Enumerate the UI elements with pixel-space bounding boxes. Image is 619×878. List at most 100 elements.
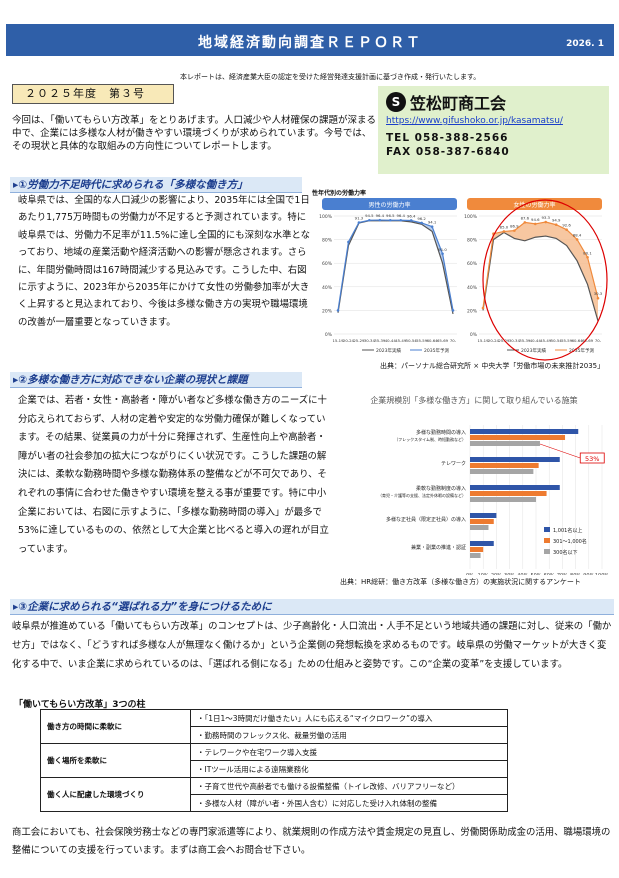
section2-heading: ▸②多様な働き方に対応できない企業の現状と課題 — [10, 372, 302, 388]
bar-rect — [470, 519, 494, 524]
labor-legend-2023: 2023年実績 — [376, 347, 401, 354]
association-url-link[interactable]: https://www.gifushoko.or.jp/kasamatsu/ — [386, 116, 563, 126]
labor-y-tick: 80% — [467, 238, 478, 244]
labor-point — [430, 225, 434, 228]
labor-point — [502, 230, 506, 233]
section1-heading: ▸①労働力不足時代に求められる「多様な働き方」 — [10, 177, 302, 193]
measures-chart: 企業規模別「多様な働き方」に関して取り組んでいる施策 0% 10%20%30%40… — [332, 395, 616, 575]
bar-legend-label: 301～1,000名 — [553, 538, 587, 545]
labor-x-tick: 15-19 — [477, 338, 489, 343]
labor-data-label: 92.6 — [562, 223, 571, 228]
bar-rect — [470, 469, 534, 474]
labor-legend-2035: 2035年予測 — [569, 347, 594, 354]
bar-category-label: （育児・介護等の支援、法定外休暇の設備など） — [378, 492, 466, 498]
bar-x-tick: 40% — [517, 573, 528, 575]
labor-x-tick: 50-54 — [406, 338, 418, 343]
bar-rect — [470, 497, 536, 502]
bar-rect — [470, 429, 579, 434]
labor-x-tick: 40-44 — [385, 338, 397, 343]
table-row: 働き方の時間に柔軟に ・「1日1～3時間だけ働きたい」人にも応える“マイクロワーク… — [40, 709, 508, 744]
section2-body: 企業では、若者・女性・高齢者・障がい者など多様な働き方のニーズに十分応えられてお… — [18, 395, 329, 555]
bar-legend-swatch — [544, 549, 550, 554]
bar-rect — [470, 485, 560, 490]
bar-category-label: 多様な勤務時間の導入 — [416, 429, 466, 436]
labor-x-tick: 15-19 — [332, 338, 344, 343]
labor-data-label: 85.0 — [500, 224, 509, 229]
section1-source: 出典：パーソナル総合研究所 × 中央大学「労働市場の未来推計2035」 — [380, 362, 605, 370]
labor-chart-title: 性年代別の労働力率 — [312, 190, 367, 197]
pillar-item-cell: ・勤務時間のフレックス化、裁量労働の活用 — [190, 726, 508, 744]
labor-point — [544, 220, 548, 224]
labor-x-tick: 60-64 — [427, 338, 439, 343]
labor-x-tick: 65-69 — [582, 338, 594, 343]
association-info-box: S 笠松町商工会 https://www.gifushoko.or.jp/kas… — [378, 86, 609, 174]
pillar-item-cell: ・子育て世代や高齢者でも働ける設備整備（トイレ改修、バリアフリーなど） — [190, 777, 508, 795]
labor-x-tick: 65-69 — [437, 338, 449, 343]
labor-y-tick: 100% — [464, 214, 478, 220]
issue-date: 2026. 1 — [566, 39, 604, 49]
association-tel: TEL 058-388-2566 — [386, 132, 509, 144]
labor-data-label: 96.4 — [376, 213, 385, 218]
labor-x-tick: 45-49 — [395, 338, 407, 343]
labor-data-label: 93.3 — [541, 215, 550, 220]
labor-line-2035 — [482, 221, 599, 309]
labor-point — [409, 219, 413, 222]
bar-category-label: （フレックスタイム制、時短勤務など） — [394, 436, 466, 442]
labor-data-label: 94.6 — [531, 217, 540, 222]
labor-gap-area — [483, 222, 598, 322]
bar-x-tick: 70% — [557, 573, 568, 575]
labor-x-tick: 35-39 — [374, 338, 386, 343]
report-title: 地域経済動向調査ＲＥＰＯＲＴ — [198, 35, 422, 51]
bar-category-label: 柔軟な勤務制度の導入 — [416, 485, 466, 492]
bar-rect — [470, 513, 497, 518]
bar-rect — [470, 525, 489, 530]
labor-panel-header — [467, 198, 602, 210]
table-row: ・多様な人材（障がい者・外国人含む）に対応した受け入れ体制の整備 — [41, 794, 508, 812]
labor-data-label: 96.4 — [407, 213, 416, 218]
labor-legend-2035: 2035年予測 — [424, 347, 449, 354]
labor-force-chart: 性年代別の労働力率 男性の労働力率 0% 20% 40% 60% 80% 100% 91.3 9… — [312, 188, 612, 366]
measures-chart-title: 企業規模別「多様な働き方」に関して取り組んでいる施策 — [370, 396, 578, 405]
pillar-item-cell: ・テレワークや在宅ワーク導入支援 — [190, 743, 508, 761]
labor-y-tick: 0% — [325, 332, 333, 338]
labor-legend-2023: 2023年実績 — [521, 347, 546, 354]
bar-category-label: テレワーク — [441, 461, 466, 467]
bar-x-tick: 50% — [530, 573, 541, 575]
bar-legend-swatch — [544, 527, 550, 532]
section1-body: 岐阜県では、全国的な人口減少の影響により、2035年には全国で1日あたり1,77… — [18, 195, 311, 328]
labor-point — [420, 221, 423, 225]
labor-data-label: 96.5 — [386, 213, 395, 218]
labor-panel-title: 女性の労働力率 — [513, 201, 555, 209]
labor-y-tick: 100% — [319, 214, 333, 220]
labor-data-label: 94.5 — [365, 213, 374, 218]
bar-rect — [470, 547, 484, 552]
bar-x-tick: 100% — [595, 573, 610, 575]
pillar-name-cell: 働く場所を柔軟に — [40, 743, 191, 778]
labor-point — [388, 218, 392, 222]
labor-point — [399, 218, 403, 222]
labor-x-tick: 55-59 — [416, 338, 428, 343]
section3-body: 岐阜県が推進めている「働いてもらい方改革」のコンセプトは、少子高齢化・人口流出・… — [12, 621, 612, 670]
labor-point — [565, 228, 568, 231]
closing-text: 商工会においても、社会保険労務士などの専門家派遣等により、就業規則の作成方法や賃… — [12, 827, 611, 856]
pillars-table-label: 「働いてもらい方改革」3つの柱 — [14, 700, 146, 710]
association-logo-icon: S — [386, 92, 406, 112]
labor-data-label: 94.9 — [552, 218, 561, 223]
labor-data-label: 80.1 — [583, 250, 592, 255]
labor-x-tick: 40-44 — [530, 338, 542, 343]
bar-legend-label: 300名以下 — [553, 549, 578, 556]
association-fax: FAX 058-387-6840 — [386, 146, 510, 158]
labor-x-tick: 30-34 — [364, 338, 376, 343]
labor-x-tick: 35-39 — [519, 338, 531, 343]
labor-panel-title: 男性の労働力率 — [368, 201, 410, 209]
labor-y-tick: 60% — [322, 261, 333, 267]
labor-data-label: 91.0 — [438, 247, 447, 252]
labor-point — [336, 309, 340, 312]
pillar-item-cell: ・多様な人材（障がい者・外国人含む）に対応した受け入れ体制の整備 — [190, 794, 508, 812]
measures-chart-svg: 0% 10%20%30%40%50%60%70%80%90%100% 多様な勤務時間… — [378, 425, 610, 575]
labor-x-tick: 70- — [450, 338, 457, 343]
bar-rect — [470, 457, 560, 462]
labor-y-tick: 20% — [322, 308, 333, 314]
